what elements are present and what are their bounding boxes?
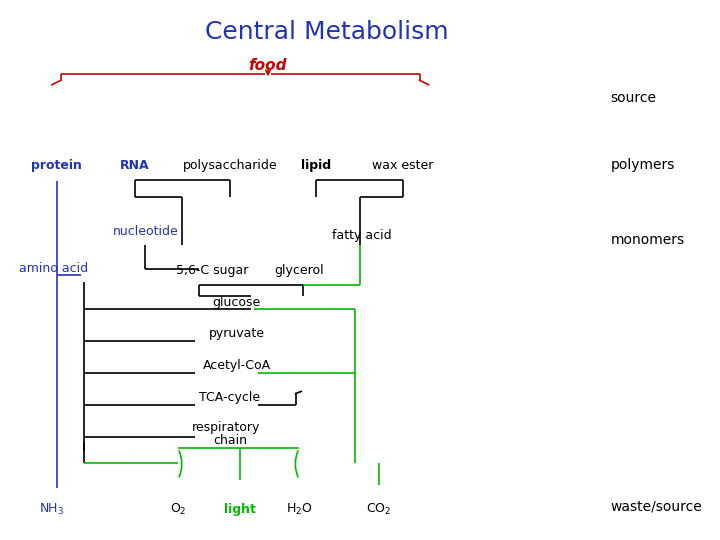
Text: waste/source: waste/source <box>611 500 703 514</box>
Text: nucleotide: nucleotide <box>112 225 179 238</box>
Text: chain: chain <box>213 434 247 447</box>
Text: 5,6-C sugar: 5,6-C sugar <box>176 264 249 276</box>
Text: amino acid: amino acid <box>19 262 88 275</box>
Text: source: source <box>611 91 657 105</box>
Text: Central Metabolism: Central Metabolism <box>205 20 449 44</box>
Text: RNA: RNA <box>120 159 150 172</box>
Text: wax ester: wax ester <box>372 159 433 172</box>
Text: respiratory: respiratory <box>192 421 261 434</box>
Text: food: food <box>248 58 287 73</box>
Text: protein: protein <box>32 159 82 172</box>
Text: polymers: polymers <box>611 158 675 172</box>
Text: light: light <box>225 503 256 516</box>
Text: pyruvate: pyruvate <box>209 327 265 340</box>
Text: polysaccharide: polysaccharide <box>183 159 277 172</box>
Text: CO$_2$: CO$_2$ <box>366 502 392 517</box>
Text: fatty acid: fatty acid <box>332 228 391 241</box>
Text: lipid: lipid <box>302 159 331 172</box>
Text: Acetyl-CoA: Acetyl-CoA <box>203 359 271 372</box>
Text: H$_2$O: H$_2$O <box>286 502 312 517</box>
Text: TCA-cycle: TCA-cycle <box>199 392 261 404</box>
Text: NH$_3$: NH$_3$ <box>39 502 64 517</box>
Text: glycerol: glycerol <box>274 264 324 276</box>
Text: monomers: monomers <box>611 233 685 247</box>
Text: glucose: glucose <box>212 296 261 309</box>
Text: O$_2$: O$_2$ <box>170 502 186 517</box>
